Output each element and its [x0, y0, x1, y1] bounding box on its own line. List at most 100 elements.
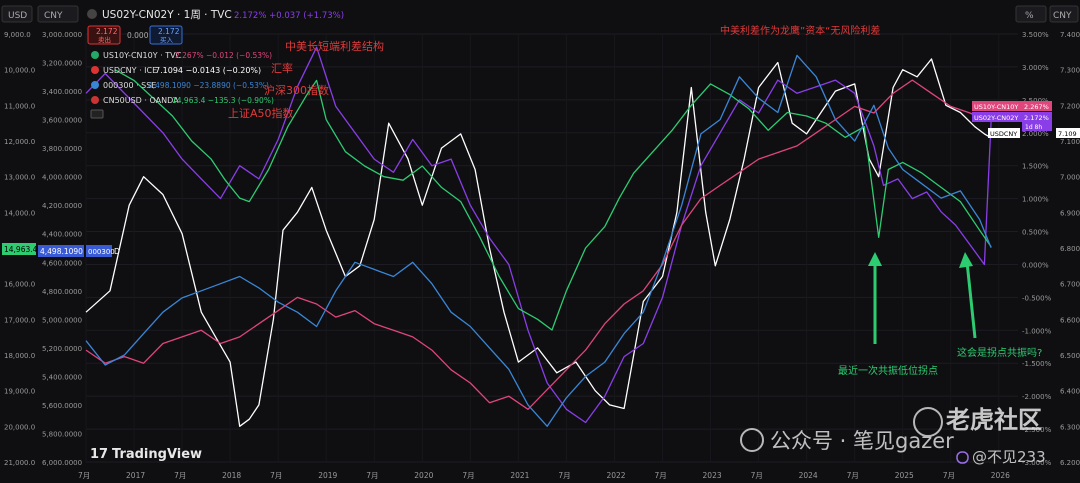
x-tick-label: 2023 — [703, 471, 722, 480]
legend-icon-us10y — [91, 51, 99, 59]
us10y-val-text: 2.267% — [1024, 103, 1049, 111]
left-axis-a50: 9,000.0 10,000.0 11,000.0 12,000.0 13,000.0 1… — [4, 31, 35, 467]
spread-value: 0.000 — [127, 31, 149, 40]
cny-tick-label: 6.700 — [1060, 281, 1080, 289]
pct-tick-label: 0.000% — [1022, 261, 1049, 269]
a50-price-tag — [2, 243, 36, 255]
x-tick-label: 2019 — [318, 471, 337, 480]
pct-tick-label: 1.000% — [1022, 196, 1049, 204]
x-tick-label: 7月 — [366, 471, 378, 480]
us10y-val-tag — [1022, 101, 1052, 111]
csi300-tick-label: 4,800.0000 — [42, 288, 82, 296]
csi300-tick-label: 4,600.0000 — [42, 259, 82, 267]
csi300-tick-label: 5,200.0000 — [42, 345, 82, 353]
right-axis-cny: 7.400 7.300 7.200 7.100 7.000 6.900 6.800 6.700… — [1060, 31, 1080, 467]
legend-value-csi300: 4,498.1090 −23.8890 (−0.53%) — [148, 81, 269, 90]
pct-tick-label: -1.000% — [1022, 327, 1052, 335]
cny-tick-label: 7.100 — [1060, 138, 1080, 146]
right-unit-box-2[interactable] — [1049, 5, 1079, 23]
csi300-tick-label: 3,200.0000 — [42, 60, 82, 68]
csi300-tick-label: 3,400.0000 — [42, 88, 82, 96]
x-tick-label: 2024 — [799, 471, 818, 480]
cny-tick-label: 6.400 — [1060, 388, 1080, 396]
left-unit-box-2[interactable] — [37, 5, 79, 23]
x-tick-label: 2026 — [991, 471, 1010, 480]
buy-button[interactable] — [149, 25, 183, 45]
series-line-3 — [114, 69, 992, 331]
csi300-tick-label: 3,600.0000 — [42, 117, 82, 125]
legend-icon-cn50 — [91, 96, 99, 104]
left-axis-csi300: 3,000.0000 3,200.0000 3,400.0000 3,600.0000… — [42, 31, 82, 467]
sell-label: 卖出 — [98, 35, 111, 44]
series-line-1 — [85, 46, 992, 424]
arrow-question — [959, 252, 977, 339]
pct-tick-label: 0.500% — [1022, 229, 1049, 237]
wechat-icon — [740, 428, 764, 452]
csi300-suffix: D — [114, 247, 120, 256]
x-tick-label: 7月 — [78, 471, 90, 480]
legend-name-usdcny[interactable]: USDCNY · ICE — [103, 66, 157, 75]
us10y-tag-name: US10Y-CN10Y — [974, 103, 1018, 111]
right-unit-2: CNY — [1053, 11, 1072, 21]
a50-tick-label: 12,000.0 — [4, 138, 35, 146]
cny-tick-label: 7.400 — [1060, 31, 1080, 39]
main-symbol-value: 2.172% +0.037 (+1.73%) — [234, 11, 344, 21]
x-tick-label: 2021 — [510, 471, 529, 480]
csi300-tick-label: 3,800.0000 — [42, 145, 82, 153]
pct-tick-label: 3.500% — [1022, 31, 1049, 39]
cny-tick-label: 7.000 — [1060, 174, 1080, 182]
legend-collapse-button[interactable] — [90, 109, 104, 119]
csi300-tick-label: 5,600.0000 — [42, 402, 82, 410]
csi300-tick-label: 6,000.0000 — [42, 459, 82, 467]
a50-tick-label: 11,000.0 — [4, 102, 35, 110]
wechat-account: 公众号 · 笔见gazer — [770, 429, 954, 453]
usdcny-val-text: 7.109 — [1058, 130, 1077, 138]
cny-tick-label: 6.800 — [1060, 245, 1080, 253]
legend-value-cn50: 14,963.4 −135.3 (−0.90%) — [172, 96, 274, 105]
csi300-tick-label: 4,000.0000 — [42, 174, 82, 182]
us02y-val-tag — [1022, 112, 1052, 131]
pct-tick-label: -2.500% — [1022, 426, 1052, 434]
sell-button[interactable] — [87, 25, 121, 45]
pct-tick-label: -2.000% — [1022, 393, 1052, 401]
right-unit-box-1[interactable] — [1015, 5, 1047, 23]
usdcny-tag — [988, 128, 1020, 138]
left-unit-box-1[interactable] — [1, 5, 33, 23]
settings-icon[interactable] — [956, 451, 969, 464]
tiger-logo-icon — [913, 407, 943, 437]
pct-tick-label: 3.000% — [1022, 64, 1049, 72]
legend-icon-usdcny — [91, 66, 99, 74]
legend-name-cn50[interactable]: CN50USD · OANDA — [103, 96, 179, 105]
a50-tick-label: 18,000.0 — [4, 352, 35, 360]
sell-price: 2.172 — [96, 27, 118, 36]
x-tick-label: 7月 — [943, 471, 955, 480]
pct-tick-label: 1.500% — [1022, 163, 1049, 171]
tradingview-wordmark: TradingView — [112, 447, 202, 462]
legend-name-csi300[interactable]: 000300 · SSE — [103, 81, 156, 90]
arrow-last-resonance — [868, 252, 882, 344]
a50-tick-label: 17,000.0 — [4, 316, 35, 324]
annotation-a50: 上证A50指数 — [228, 106, 294, 120]
buy-price: 2.172 — [158, 27, 180, 36]
csi300-code-tag-text: 000300 — [88, 248, 115, 256]
csi300-price-tag-text: 4,498.1090 — [40, 247, 83, 256]
legend-value-usdcny: 7.1094 −0.0143 (−0.20%) — [155, 66, 261, 75]
legend-name-us10y[interactable]: US10Y-CN10Y · TVC — [103, 51, 182, 60]
annotation-term-spread: 中美长短端利差结构 — [285, 39, 384, 53]
annotation-fx: 汇率 — [271, 61, 293, 75]
annotation-top-right: 中美利差作为龙鹰”资本“无风险利差 — [720, 24, 880, 37]
a50-tick-label: 16,000.0 — [4, 281, 35, 289]
series-line-2 — [85, 79, 992, 410]
pct-tick-label: -3.000% — [1022, 459, 1052, 467]
cny-tick-label: 7.200 — [1060, 102, 1080, 110]
csi300-price-tag — [38, 245, 84, 257]
x-tick-label: 7月 — [751, 471, 763, 480]
pct-tick-label: 2.500% — [1022, 97, 1049, 105]
a50-tick-label: 20,000.0 — [4, 423, 35, 431]
right-unit-1: % — [1025, 11, 1034, 21]
annotation-csi300: 沪深300指数 — [264, 83, 329, 97]
right-axis-pct: 3.500% 3.000% 2.500% 2.000% 1.500% 1.000% 0.50… — [1022, 31, 1052, 467]
main-symbol-title[interactable]: US02Y-CN02Y · 1周 · TVC — [102, 9, 232, 21]
cny-tick-label: 6.500 — [1060, 352, 1080, 360]
